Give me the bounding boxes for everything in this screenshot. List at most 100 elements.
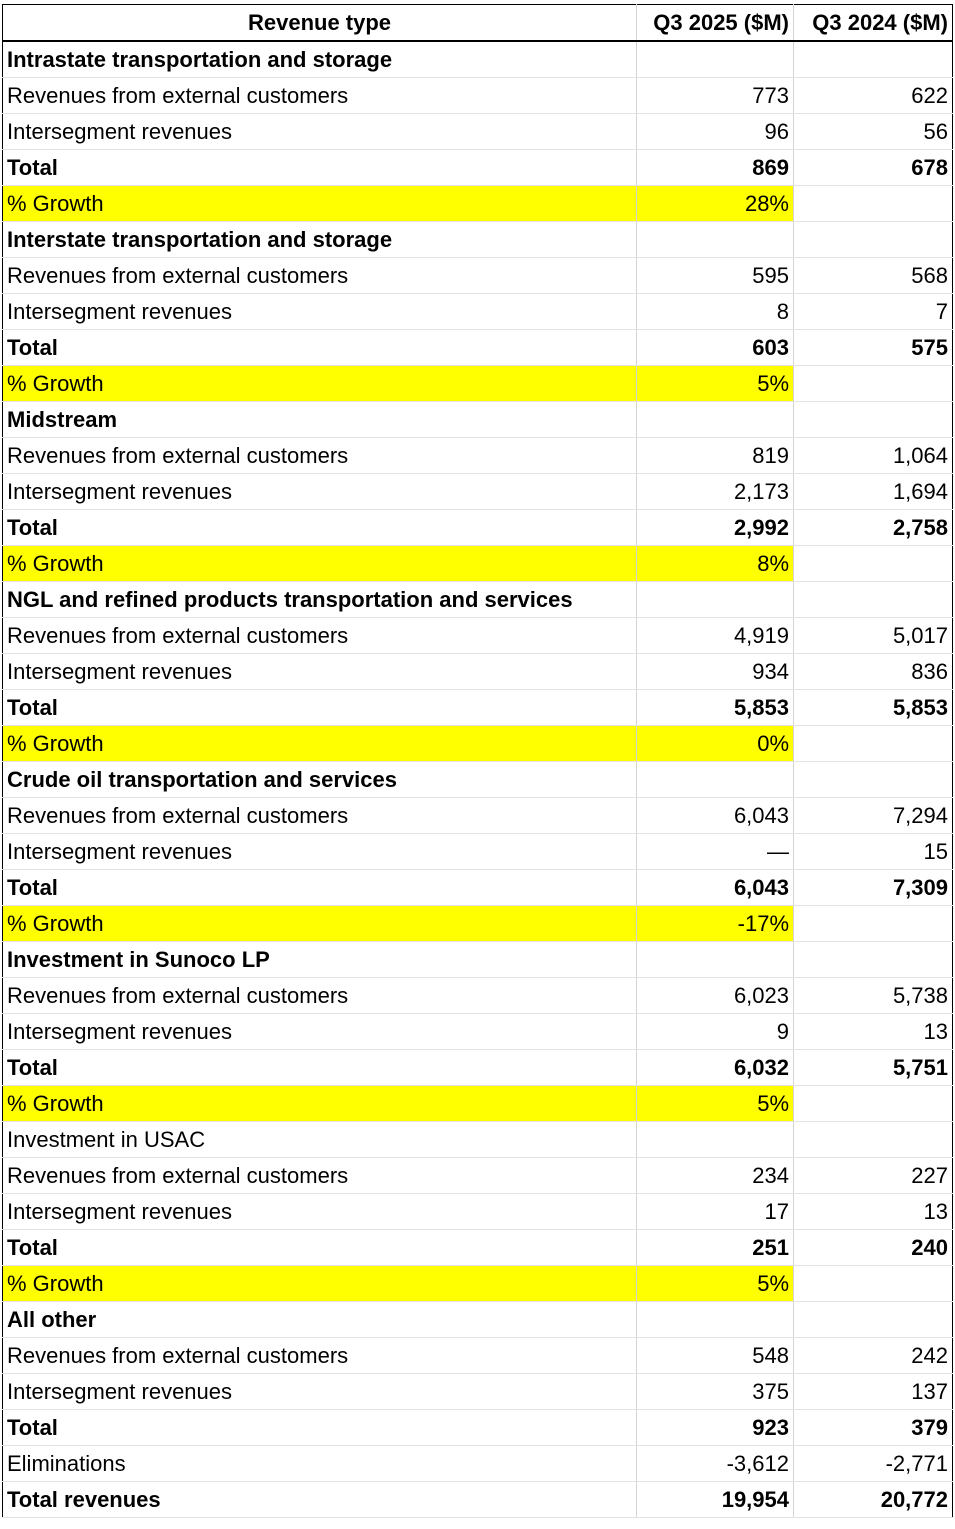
q3-2025-cell[interactable] [636, 221, 794, 258]
q3-2025-cell[interactable]: 19,954 [636, 1481, 794, 1518]
row-label-cell[interactable]: Revenues from external customers [2, 797, 637, 834]
row-label-cell[interactable]: Revenues from external customers [2, 1157, 637, 1194]
row-label-cell[interactable]: Total [2, 329, 637, 366]
q3-2025-cell[interactable]: 96 [636, 113, 794, 150]
q3-2024-cell[interactable] [793, 185, 953, 222]
q3-2024-cell[interactable]: 242 [793, 1337, 953, 1374]
row-label-cell[interactable]: Intrastate transportation and storage [2, 41, 637, 78]
q3-2024-cell[interactable]: 5,751 [793, 1049, 953, 1086]
q3-2025-cell[interactable]: 8 [636, 293, 794, 330]
row-label-cell[interactable]: Intersegment revenues [2, 1013, 637, 1050]
q3-2024-cell[interactable]: 13 [793, 1013, 953, 1050]
q3-2025-cell[interactable]: 2,173 [636, 473, 794, 510]
row-label-cell[interactable]: All other [2, 1301, 637, 1338]
row-label-cell[interactable]: Revenues from external customers [2, 1337, 637, 1374]
row-label-cell[interactable]: Intersegment revenues [2, 293, 637, 330]
q3-2024-cell[interactable] [793, 941, 953, 978]
row-label-cell[interactable]: Investment in Sunoco LP [2, 941, 637, 978]
row-label-cell[interactable]: Intersegment revenues [2, 113, 637, 150]
q3-2024-cell[interactable]: 15 [793, 833, 953, 870]
row-label-cell[interactable]: Eliminations [2, 1445, 637, 1482]
row-label-cell[interactable]: Total [2, 689, 637, 726]
row-label-cell[interactable]: Revenues from external customers [2, 257, 637, 294]
row-label-cell[interactable]: Total [2, 1229, 637, 1266]
q3-2024-cell[interactable]: 7,309 [793, 869, 953, 906]
row-label-cell[interactable]: Interstate transportation and storage [2, 221, 637, 258]
q3-2024-cell[interactable]: 575 [793, 329, 953, 366]
q3-2025-cell[interactable]: — [636, 833, 794, 870]
q3-2025-cell[interactable] [636, 761, 794, 798]
row-label-cell[interactable]: % Growth [2, 905, 637, 942]
q3-2025-cell[interactable] [636, 401, 794, 438]
row-label-cell[interactable]: Investment in USAC [2, 1121, 637, 1158]
q3-2025-cell[interactable]: 5% [636, 365, 794, 402]
q3-2024-cell[interactable]: 678 [793, 149, 953, 186]
q3-2024-cell[interactable]: 13 [793, 1193, 953, 1230]
q3-2025-cell[interactable]: 819 [636, 437, 794, 474]
q3-2025-cell[interactable]: 6,023 [636, 977, 794, 1014]
row-label-cell[interactable]: % Growth [2, 1085, 637, 1122]
q3-2024-cell[interactable] [793, 581, 953, 618]
q3-2024-cell[interactable]: 137 [793, 1373, 953, 1410]
q3-2024-cell[interactable] [793, 365, 953, 402]
q3-2024-cell[interactable]: 2,758 [793, 509, 953, 546]
q3-2025-cell[interactable]: 869 [636, 149, 794, 186]
q3-2025-cell[interactable]: 375 [636, 1373, 794, 1410]
q3-2024-cell[interactable] [793, 725, 953, 762]
q3-2024-cell[interactable]: 7,294 [793, 797, 953, 834]
q3-2025-cell[interactable]: 6,043 [636, 797, 794, 834]
q3-2025-cell[interactable]: 9 [636, 1013, 794, 1050]
q3-2025-cell[interactable]: 0% [636, 725, 794, 762]
q3-2025-cell[interactable] [636, 41, 794, 78]
q3-2025-cell[interactable]: -17% [636, 905, 794, 942]
q3-2025-cell[interactable]: 934 [636, 653, 794, 690]
q3-2024-cell[interactable] [793, 1085, 953, 1122]
row-label-cell[interactable]: Intersegment revenues [2, 473, 637, 510]
q3-2024-cell[interactable] [793, 761, 953, 798]
q3-2024-cell[interactable] [793, 545, 953, 582]
row-label-cell[interactable]: Revenues from external customers [2, 437, 637, 474]
row-label-cell[interactable]: % Growth [2, 545, 637, 582]
q3-2025-cell[interactable]: 5% [636, 1265, 794, 1302]
q3-2024-cell[interactable] [793, 221, 953, 258]
q3-2024-cell[interactable]: 227 [793, 1157, 953, 1194]
q3-2025-cell[interactable]: 923 [636, 1409, 794, 1446]
row-label-cell[interactable]: Total [2, 149, 637, 186]
q3-2025-cell[interactable] [636, 1121, 794, 1158]
row-label-cell[interactable]: Total [2, 509, 637, 546]
q3-2024-cell[interactable]: -2,771 [793, 1445, 953, 1482]
row-label-cell[interactable]: Midstream [2, 401, 637, 438]
q3-2024-cell[interactable]: 5,017 [793, 617, 953, 654]
q3-2024-cell[interactable] [793, 1265, 953, 1302]
q3-2024-cell[interactable]: 5,853 [793, 689, 953, 726]
row-label-cell[interactable]: Total revenues [2, 1481, 637, 1518]
q3-2024-cell[interactable]: 622 [793, 77, 953, 114]
q3-2024-cell[interactable]: 1,064 [793, 437, 953, 474]
row-label-cell[interactable]: Intersegment revenues [2, 653, 637, 690]
q3-2025-cell[interactable]: 595 [636, 257, 794, 294]
q3-2025-cell[interactable]: 773 [636, 77, 794, 114]
header-q3-2024[interactable]: Q3 2024 ($M) [793, 4, 953, 42]
q3-2024-cell[interactable]: 379 [793, 1409, 953, 1446]
row-label-cell[interactable]: Revenues from external customers [2, 977, 637, 1014]
row-label-cell[interactable]: % Growth [2, 725, 637, 762]
q3-2025-cell[interactable]: 4,919 [636, 617, 794, 654]
q3-2024-cell[interactable] [793, 41, 953, 78]
q3-2025-cell[interactable]: 234 [636, 1157, 794, 1194]
q3-2025-cell[interactable] [636, 1301, 794, 1338]
row-label-cell[interactable]: Intersegment revenues [2, 833, 637, 870]
q3-2025-cell[interactable]: 6,043 [636, 869, 794, 906]
row-label-cell[interactable]: Total [2, 1409, 637, 1446]
q3-2024-cell[interactable]: 1,694 [793, 473, 953, 510]
row-label-cell[interactable]: NGL and refined products transportation … [2, 581, 637, 618]
row-label-cell[interactable]: % Growth [2, 365, 637, 402]
q3-2024-cell[interactable] [793, 905, 953, 942]
q3-2025-cell[interactable]: 28% [636, 185, 794, 222]
q3-2025-cell[interactable]: 251 [636, 1229, 794, 1266]
row-label-cell[interactable]: Total [2, 869, 637, 906]
row-label-cell[interactable]: Revenues from external customers [2, 77, 637, 114]
header-q3-2025[interactable]: Q3 2025 ($M) [636, 4, 794, 42]
q3-2025-cell[interactable]: 6,032 [636, 1049, 794, 1086]
q3-2024-cell[interactable]: 836 [793, 653, 953, 690]
q3-2024-cell[interactable]: 240 [793, 1229, 953, 1266]
